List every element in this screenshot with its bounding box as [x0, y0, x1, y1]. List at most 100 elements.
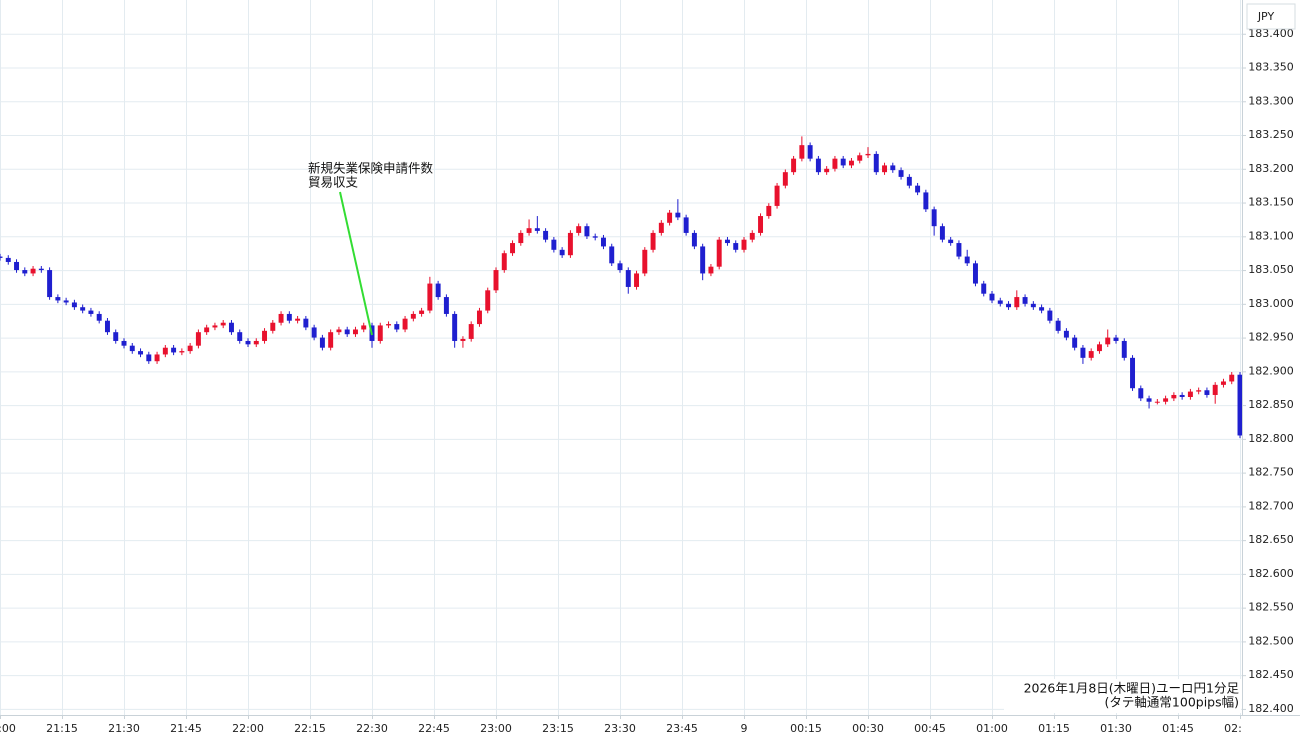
candle-body: [179, 351, 185, 353]
candle-body: [1096, 344, 1102, 352]
candle-body: [71, 302, 77, 308]
candle-body: [452, 313, 458, 341]
y-axis: 182.400 182.450 182.500 182.550 182.600 182.6…: [1242, 27, 1294, 715]
candle-body: [121, 340, 127, 346]
x-tick-label: 21:30: [108, 722, 140, 735]
candle-body: [733, 243, 739, 250]
candle-body: [609, 246, 615, 264]
candle-body: [138, 351, 144, 355]
candle-body: [543, 230, 549, 240]
candle-body: [410, 313, 416, 319]
candle-body: [1063, 330, 1069, 338]
candle-body: [146, 354, 152, 362]
candle-body: [584, 226, 590, 237]
candle-body: [1171, 394, 1177, 399]
candle-body: [5, 257, 11, 262]
candle-body: [419, 310, 425, 314]
candle-body: [600, 237, 606, 247]
y-tick-label: 183.250: [1248, 128, 1294, 141]
annotation: 新規失業保険申請件数 貿易収支: [308, 161, 434, 336]
candle-body: [435, 283, 441, 298]
candle-body: [344, 329, 350, 335]
candle-body: [1113, 337, 1119, 341]
candle-body: [129, 345, 135, 352]
y-tick-label: 182.450: [1248, 668, 1294, 681]
candle-body: [1212, 384, 1218, 395]
candle-body: [576, 226, 582, 233]
candle-body: [1039, 307, 1045, 311]
candle-body: [377, 325, 383, 341]
x-tick-label: 01:00: [976, 722, 1008, 735]
y-tick-label: 182.850: [1248, 398, 1294, 411]
candle-body: [658, 222, 664, 233]
candle-body: [700, 246, 706, 274]
x-tick-label: 22:30: [356, 722, 388, 735]
candle-body: [997, 300, 1003, 304]
candle-body: [840, 158, 846, 166]
candle-body: [683, 217, 689, 233]
candle-body: [1047, 310, 1053, 321]
y-tick-label: 182.500: [1248, 634, 1294, 647]
candle-body: [939, 226, 945, 240]
candle-body: [14, 261, 20, 271]
x-axis: 21:00 21:15 21:30 21:45 22:00 22:15 22:30 22:45…: [0, 715, 1242, 735]
candle-body: [634, 273, 640, 287]
candle-body: [212, 325, 218, 328]
candle-body: [766, 205, 772, 217]
candle-body: [154, 354, 160, 362]
candle-body: [1154, 401, 1160, 403]
y-tick-label: 182.600: [1248, 567, 1294, 580]
candle-body: [204, 327, 210, 333]
candle-body: [873, 153, 879, 173]
x-tick-label: 21:00: [0, 722, 16, 735]
candle-body: [460, 338, 466, 341]
currency-label: JPY: [1257, 10, 1275, 23]
candle-body: [286, 313, 292, 321]
candle-body: [361, 325, 367, 330]
y-tick-label: 182.900: [1248, 364, 1294, 377]
candle-body: [1080, 347, 1086, 358]
candle-body: [906, 176, 912, 186]
x-tick-label: 9: [741, 722, 748, 735]
candle-body: [923, 192, 929, 210]
candle-body: [510, 243, 516, 254]
caption: 2026年1月8日(木曜日)ユーロ円1分足: [1024, 681, 1240, 696]
candle-body: [865, 153, 871, 156]
candle-body: [667, 212, 673, 223]
candle-body: [501, 253, 507, 271]
candle-body: [0, 256, 3, 258]
x-tick-label: 23:45: [666, 722, 698, 735]
candle-body: [386, 324, 392, 326]
candle-body: [1220, 381, 1226, 385]
x-tick-label: 01:30: [1100, 722, 1132, 735]
y-tick-label: 183.200: [1248, 162, 1294, 175]
candle-body: [1022, 297, 1028, 304]
candle-body: [427, 283, 433, 311]
candle-body: [1179, 394, 1185, 397]
x-tick-label: 23:15: [542, 722, 574, 735]
candle-body: [824, 168, 830, 173]
candle-body: [1138, 388, 1144, 399]
candle-body: [675, 212, 681, 218]
candle-body: [807, 145, 813, 159]
candle-body: [38, 268, 44, 271]
candle-body: [195, 332, 201, 346]
y-tick-label: 182.700: [1248, 499, 1294, 512]
candle-body: [650, 232, 656, 250]
x-tick-label: 23:00: [480, 722, 512, 735]
candle-body: [1196, 390, 1202, 392]
candle-body: [782, 172, 788, 186]
candle-body: [617, 263, 623, 271]
candle-body: [443, 297, 449, 314]
candle-body: [104, 320, 110, 333]
candle-body: [799, 145, 805, 159]
candle-body: [1121, 340, 1127, 358]
candle-body: [625, 270, 631, 287]
candle-body: [1163, 398, 1169, 402]
candle-body: [162, 347, 168, 355]
candle-body: [931, 209, 937, 227]
y-tick-label: 182.400: [1248, 702, 1294, 715]
candle-body: [319, 337, 325, 348]
